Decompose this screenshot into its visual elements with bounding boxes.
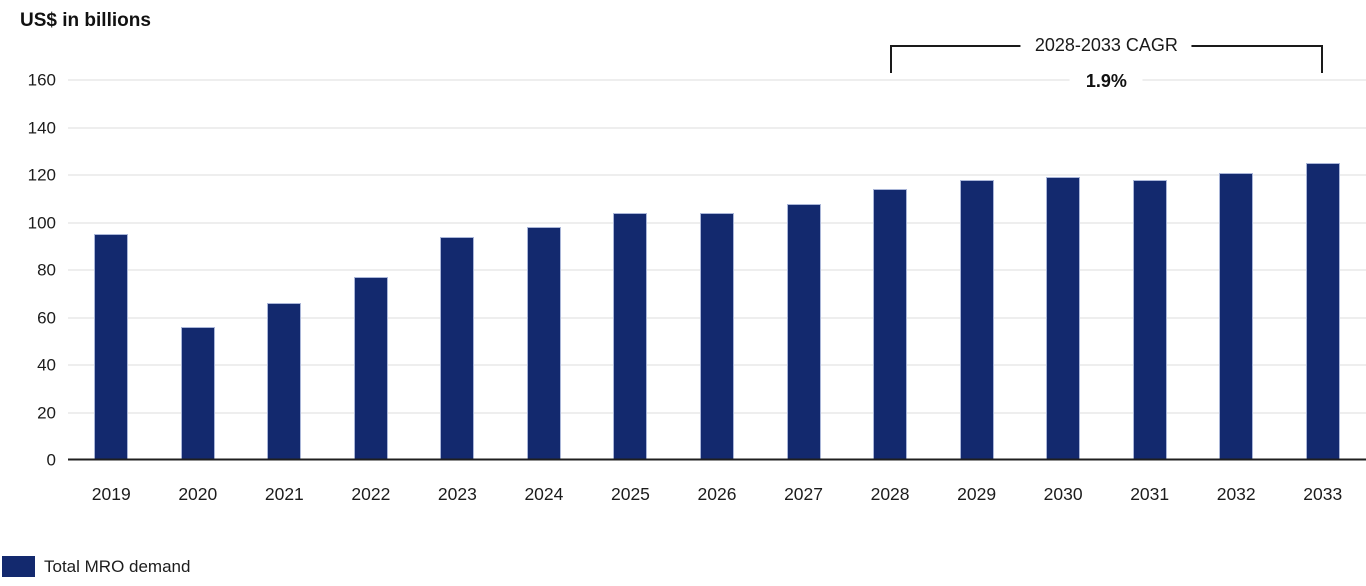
bar-2019 [94,234,129,460]
bar-2026 [700,213,734,460]
bar-2025 [613,213,648,460]
gridline-140 [68,127,1366,128]
y-tick-label-160: 160 [27,70,56,90]
cagr-range-label: 2028-2033 CAGR [1020,33,1192,57]
bar-2030 [1046,177,1081,460]
x-tick-label-2031: 2031 [1130,484,1170,504]
bar-2024 [526,227,561,460]
x-axis-labels: 2019 2020 2021 2022 2023 2024 2025 2026 2027 2028… [68,481,1366,507]
x-tick-label-2026: 2026 [697,484,737,504]
bar-2027 [786,203,821,460]
bar-2028 [873,189,908,460]
gridline-160 [68,79,1366,81]
x-tick-label-2033: 2033 [1303,484,1343,504]
bar-2022 [353,277,388,460]
x-tick-label-2020: 2020 [178,484,218,504]
x-tick-label-2022: 2022 [351,484,391,504]
x-tick-label-2029: 2029 [957,484,997,504]
bar-2031 [1132,179,1167,460]
legend-swatch [2,556,35,577]
plot-area [68,79,1366,461]
y-axis: 0 20 40 60 80 100 120 140 160 [0,72,56,469]
bar-2023 [440,236,475,460]
y-tick-label-80: 80 [37,260,56,280]
cagr-annotation: 2028-2033 CAGR 1.9% [890,33,1323,95]
y-tick-label-60: 60 [37,308,56,327]
x-tick-label-2030: 2030 [1043,484,1083,504]
x-tick-label-2021: 2021 [264,484,304,504]
bar-2020 [180,327,215,460]
x-tick-label-2019: 2019 [91,484,131,504]
legend-label: Total MRO demand [44,557,191,576]
bar-2029 [959,179,994,460]
legend: Total MRO demand [2,556,190,577]
x-tick-label-2024: 2024 [524,484,564,504]
bar-2021 [267,303,302,460]
x-tick-label-2023: 2023 [437,484,477,504]
bar-2033 [1305,163,1340,460]
x-tick-label-2028: 2028 [870,484,910,504]
cagr-value-label: 1.9% [1069,69,1143,93]
y-tick-label-40: 40 [37,355,56,375]
y-tick-label-120: 120 [27,165,56,185]
y-tick-label-140: 140 [27,118,56,137]
gridline-120 [68,174,1366,176]
x-tick-label-2032: 2032 [1216,484,1256,504]
y-tick-label-100: 100 [27,213,56,232]
x-axis-line [68,458,1366,461]
y-tick-label-20: 20 [37,403,56,422]
x-tick-label-2027: 2027 [784,484,823,504]
bar-2032 [1219,172,1254,460]
x-tick-label-2025: 2025 [610,484,650,504]
chart-title: US$ in billions [20,10,151,31]
y-tick-label-0: 0 [46,450,56,470]
